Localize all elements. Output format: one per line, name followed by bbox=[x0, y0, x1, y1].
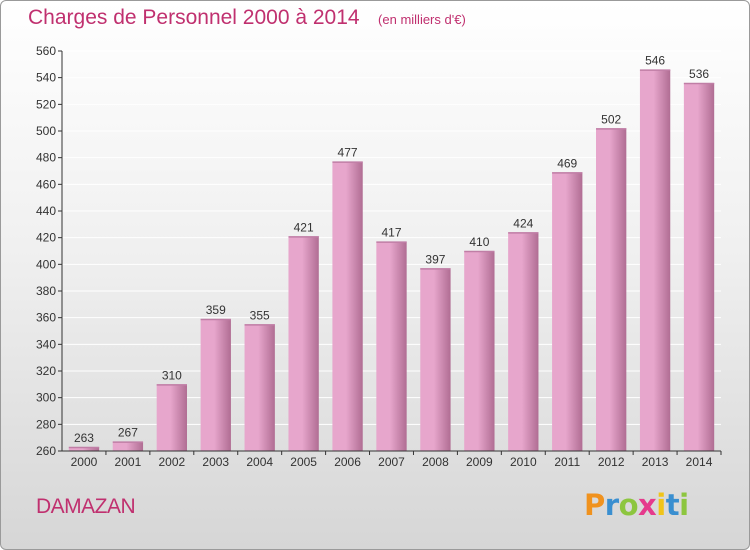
bars bbox=[68, 69, 715, 452]
y-tick-label: 520 bbox=[36, 97, 56, 111]
logo-letter: r bbox=[604, 488, 619, 522]
x-tick-label: 2000 bbox=[71, 455, 98, 469]
x-tick-label: 2013 bbox=[642, 455, 669, 469]
proxiti-logo: Proxiti bbox=[584, 488, 689, 522]
y-tick-label: 260 bbox=[36, 444, 56, 458]
data-label: 263 bbox=[74, 431, 94, 445]
data-label: 310 bbox=[162, 368, 182, 382]
data-labels: 263 267 310 359 355 421 477 417 397 410 424 469 502 5… bbox=[74, 54, 709, 445]
y-tick-label: 500 bbox=[36, 124, 56, 138]
chart-title: Charges de Personnel 2000 à 2014 bbox=[28, 6, 360, 29]
x-tick-label: 2003 bbox=[202, 455, 229, 469]
x-tick-label: 2012 bbox=[598, 455, 625, 469]
data-label: 410 bbox=[469, 235, 489, 249]
x-tick-label: 2005 bbox=[290, 455, 317, 469]
x-tick-label: 2008 bbox=[422, 455, 449, 469]
bar bbox=[639, 69, 671, 452]
bar bbox=[508, 232, 539, 451]
y-tick-label: 400 bbox=[36, 257, 56, 271]
x-tick-label: 2001 bbox=[115, 455, 142, 469]
logo-letter: i bbox=[656, 488, 666, 522]
y-tick-label: 540 bbox=[36, 71, 56, 85]
bar bbox=[68, 447, 100, 451]
data-label: 417 bbox=[381, 226, 401, 240]
bar bbox=[332, 161, 363, 451]
town-name: DAMAZAN bbox=[36, 495, 136, 518]
y-tick-label: 560 bbox=[36, 44, 56, 58]
logo-letter: i bbox=[679, 488, 689, 522]
bar bbox=[112, 441, 144, 451]
y-tick-label: 420 bbox=[36, 231, 56, 245]
title-row: Charges de Personnel 2000 à 2014 (en mil… bbox=[28, 6, 466, 30]
data-label: 469 bbox=[557, 156, 577, 170]
logo-letter: P bbox=[584, 488, 605, 522]
data-label: 355 bbox=[250, 308, 270, 322]
bar bbox=[552, 172, 583, 452]
x-tick-label: 2009 bbox=[466, 455, 493, 469]
data-label: 546 bbox=[645, 54, 665, 68]
x-tick-label: 2007 bbox=[378, 455, 405, 469]
y-tick-label: 480 bbox=[36, 151, 56, 165]
x-tick-label: 2010 bbox=[510, 455, 537, 469]
bar bbox=[156, 384, 187, 451]
x-tick-label: 2014 bbox=[686, 455, 713, 469]
data-label: 502 bbox=[601, 112, 621, 126]
y-tick-label: 440 bbox=[36, 204, 56, 218]
y-tick-label: 280 bbox=[36, 417, 56, 431]
bar bbox=[244, 324, 275, 451]
bar bbox=[376, 241, 407, 451]
y-tick-label: 300 bbox=[36, 391, 56, 405]
bar bbox=[288, 236, 319, 451]
y-tick-label: 380 bbox=[36, 284, 56, 298]
y-tick-label: 340 bbox=[36, 337, 56, 351]
x-tick-label: 2004 bbox=[246, 455, 273, 469]
data-label: 421 bbox=[294, 220, 314, 234]
x-tick-label: 2011 bbox=[554, 455, 580, 469]
data-label: 267 bbox=[118, 426, 138, 440]
logo-letter: x bbox=[638, 488, 657, 522]
data-label: 359 bbox=[206, 303, 226, 317]
data-label: 397 bbox=[425, 252, 445, 266]
y-tick-label: 460 bbox=[36, 177, 56, 191]
bar bbox=[464, 251, 495, 451]
chart-unit: (en milliers d'€) bbox=[378, 12, 466, 27]
axes: 260 280 300 320 340 360 380 400 420 440 460 480 500 5… bbox=[36, 44, 722, 469]
y-tick-label: 320 bbox=[36, 364, 56, 378]
bar bbox=[596, 128, 627, 451]
x-tick-label: 2002 bbox=[158, 455, 185, 469]
logo-letter: o bbox=[618, 488, 639, 522]
bar bbox=[200, 319, 231, 451]
logo-letter: t bbox=[665, 488, 680, 522]
x-tick-label: 2006 bbox=[334, 455, 361, 469]
data-label: 536 bbox=[689, 67, 709, 81]
bar bbox=[683, 83, 715, 451]
data-label: 424 bbox=[513, 216, 533, 230]
bar bbox=[420, 268, 451, 451]
data-label: 477 bbox=[338, 146, 358, 160]
y-tick-label: 360 bbox=[36, 311, 56, 325]
